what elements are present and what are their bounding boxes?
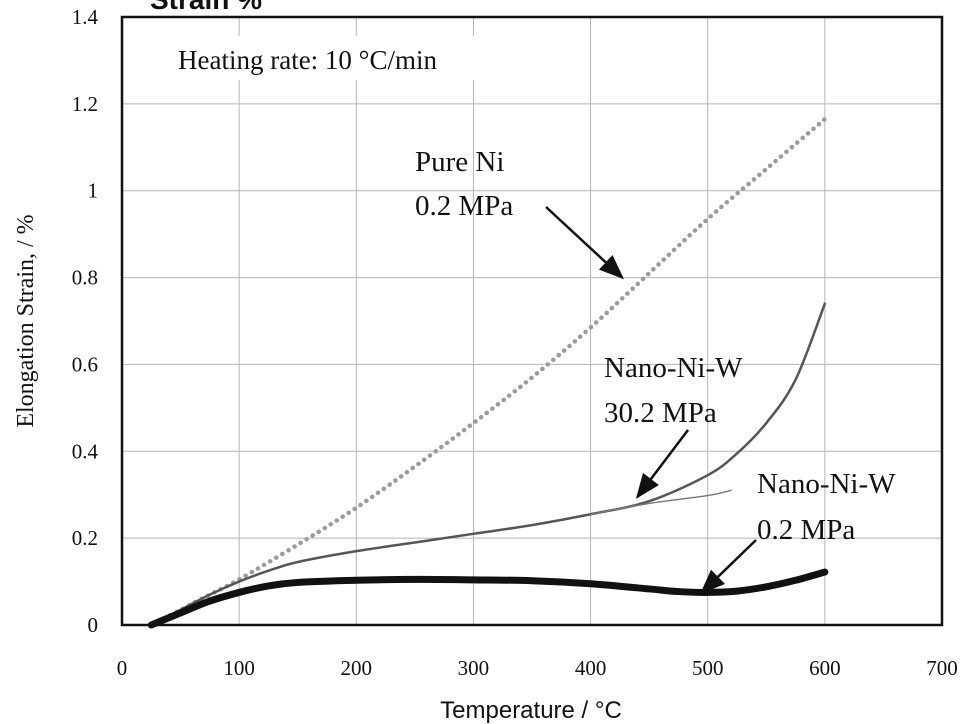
y-tick-label: 0.8 bbox=[72, 266, 98, 290]
y-tick-label: 0.2 bbox=[72, 526, 98, 550]
x-tick-label: 700 bbox=[926, 656, 958, 680]
label-pure-ni-line2: 0.2 MPa bbox=[415, 190, 513, 222]
label-nanoniw-30-line1: Nano-Ni-W bbox=[604, 352, 743, 384]
arrow-pure-ni bbox=[545, 206, 625, 280]
x-tick-label: 300 bbox=[458, 656, 490, 680]
y-tick-label: 0 bbox=[88, 613, 99, 637]
y-tick-label: 1.2 bbox=[72, 92, 98, 116]
x-axis-title: Temperature / °C bbox=[440, 697, 622, 724]
label-nanoniw-30-line2: 30.2 MPa bbox=[604, 397, 717, 429]
arrow-nanoniw-02 bbox=[700, 539, 757, 595]
chart-title-partial: Strain % bbox=[150, 0, 262, 15]
series-nanoniw-30-extension bbox=[589, 489, 732, 515]
x-tick-label: 600 bbox=[809, 656, 841, 680]
series-layer bbox=[147, 116, 829, 629]
x-tick-label: 500 bbox=[692, 656, 724, 680]
y-tick-label: 1 bbox=[88, 179, 99, 203]
plot-area-frame bbox=[120, 15, 944, 627]
x-tick-label: 200 bbox=[341, 656, 373, 680]
tick-labels: 0 100 200 300 400 500 600 700 0 0.2 0.4 0.6 0.8 1 1.2 1… bbox=[72, 5, 958, 680]
label-nanoniw-02-line1: Nano-Ni-W bbox=[757, 468, 896, 500]
series-nanoniw-30-line bbox=[150, 302, 827, 627]
arrow-nanoniw-30 bbox=[635, 429, 689, 499]
label-nanoniw-02-line2: 0.2 MPa bbox=[757, 514, 855, 546]
series-pure-ni-line bbox=[149, 116, 828, 628]
annotation-layer: Pure Ni 0.2 MPa Nano-Ni-W 30.2 MPa Nano-… bbox=[415, 146, 896, 595]
x-tick-label: 100 bbox=[223, 656, 255, 680]
y-tick-label: 0.4 bbox=[72, 439, 99, 463]
heating-rate-note: Heating rate: 10 °C/min bbox=[178, 45, 437, 75]
note-background bbox=[170, 36, 540, 80]
series-nanoniw-02-line bbox=[147, 568, 829, 629]
y-tick-label: 0.6 bbox=[72, 352, 98, 376]
x-tick-label: 400 bbox=[575, 656, 607, 680]
y-axis-title: Elongation Strain, / % bbox=[13, 214, 39, 427]
y-tick-label: 1.4 bbox=[72, 5, 99, 29]
x-tick-label: 0 bbox=[117, 656, 128, 680]
label-pure-ni-line1: Pure Ni bbox=[415, 146, 504, 178]
